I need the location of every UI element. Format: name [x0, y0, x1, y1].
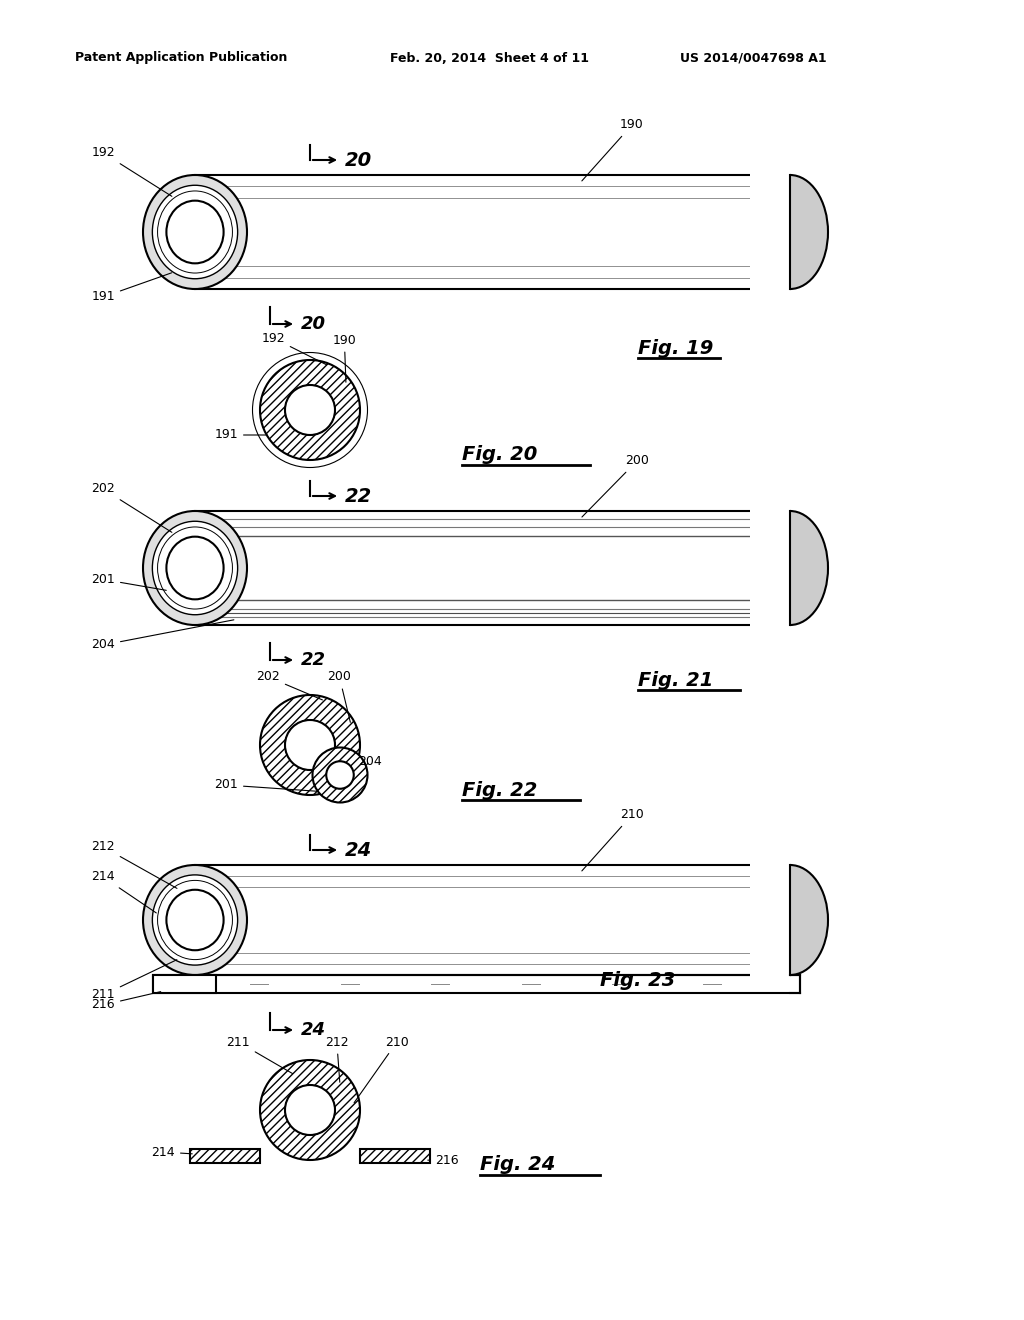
Text: Fig. 22: Fig. 22 [462, 780, 538, 800]
Text: 210: 210 [582, 808, 644, 871]
Ellipse shape [166, 201, 223, 264]
Text: 200: 200 [582, 454, 649, 517]
Text: Fig. 20: Fig. 20 [462, 446, 538, 465]
Polygon shape [195, 511, 790, 624]
Ellipse shape [143, 511, 247, 624]
Polygon shape [360, 1148, 430, 1163]
Wedge shape [312, 747, 368, 803]
Wedge shape [260, 1060, 360, 1160]
Ellipse shape [752, 865, 828, 975]
Text: 204: 204 [358, 755, 382, 768]
Circle shape [312, 747, 368, 803]
Polygon shape [750, 863, 790, 977]
Text: Fig. 23: Fig. 23 [600, 970, 676, 990]
Wedge shape [260, 360, 360, 459]
Text: US 2014/0047698 A1: US 2014/0047698 A1 [680, 51, 826, 65]
Text: 204: 204 [91, 620, 233, 652]
Text: 214: 214 [152, 1146, 193, 1159]
Ellipse shape [752, 511, 828, 624]
Text: 212: 212 [91, 841, 177, 888]
Ellipse shape [143, 176, 247, 289]
Text: 24: 24 [301, 1020, 326, 1039]
Polygon shape [190, 1148, 260, 1163]
Text: 202: 202 [256, 671, 323, 700]
Text: 211: 211 [226, 1035, 293, 1073]
Ellipse shape [158, 191, 232, 273]
Ellipse shape [143, 865, 247, 975]
Text: Fig. 19: Fig. 19 [638, 338, 714, 358]
Text: 201: 201 [91, 573, 166, 590]
Ellipse shape [166, 537, 223, 599]
Text: 191: 191 [91, 273, 172, 304]
Text: 190: 190 [582, 119, 644, 181]
Circle shape [327, 762, 353, 789]
Text: 192: 192 [91, 147, 172, 197]
Text: Fig. 24: Fig. 24 [480, 1155, 555, 1175]
Circle shape [285, 719, 335, 770]
Text: 214: 214 [91, 870, 157, 913]
Polygon shape [195, 865, 790, 975]
Text: 210: 210 [354, 1035, 409, 1102]
Text: 22: 22 [301, 651, 326, 669]
Text: Feb. 20, 2014  Sheet 4 of 11: Feb. 20, 2014 Sheet 4 of 11 [390, 51, 589, 65]
Wedge shape [312, 747, 368, 803]
Text: 20: 20 [345, 150, 373, 169]
Text: 216: 216 [428, 1155, 459, 1167]
Ellipse shape [166, 890, 223, 950]
Ellipse shape [153, 521, 238, 615]
Text: 191: 191 [214, 429, 267, 441]
Text: 20: 20 [301, 315, 326, 333]
Polygon shape [195, 176, 790, 289]
Wedge shape [260, 696, 360, 795]
Text: 22: 22 [345, 487, 373, 506]
Ellipse shape [158, 527, 232, 609]
Polygon shape [750, 173, 790, 290]
Ellipse shape [153, 875, 238, 965]
Text: 212: 212 [325, 1035, 348, 1082]
Text: 190: 190 [333, 334, 356, 383]
Ellipse shape [752, 176, 828, 289]
Text: 201: 201 [214, 779, 318, 792]
Ellipse shape [158, 880, 232, 960]
Text: 24: 24 [345, 841, 373, 859]
Polygon shape [750, 510, 790, 627]
Polygon shape [154, 975, 216, 993]
Text: Fig. 21: Fig. 21 [638, 671, 714, 689]
Text: 216: 216 [91, 991, 161, 1011]
Polygon shape [154, 975, 800, 993]
Text: Patent Application Publication: Patent Application Publication [75, 51, 288, 65]
Text: 211: 211 [91, 960, 177, 1002]
Text: 202: 202 [91, 483, 172, 532]
Text: 200: 200 [328, 671, 351, 722]
Circle shape [285, 385, 335, 436]
Circle shape [285, 1085, 335, 1135]
Text: 192: 192 [261, 331, 327, 364]
Ellipse shape [153, 185, 238, 279]
